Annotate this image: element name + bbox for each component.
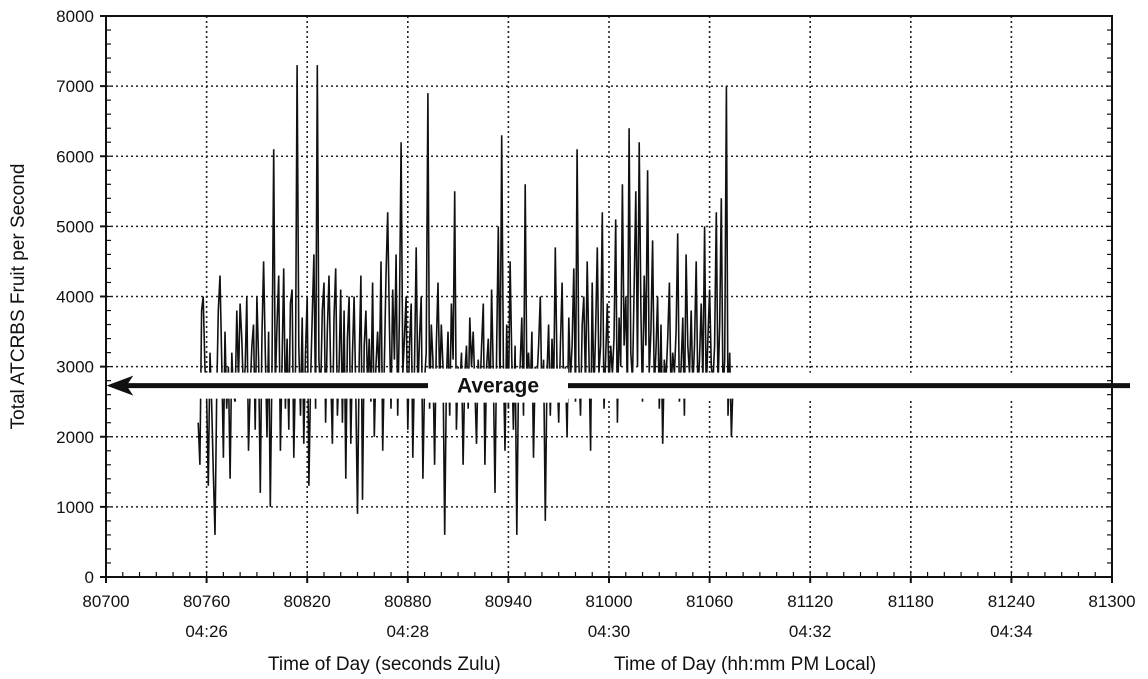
x-tick-label: 81240 (988, 592, 1035, 611)
y-tick-label: 6000 (56, 147, 94, 166)
axis-ticks: 0 1000 2000 3000 4000 5000 6000 7000 8000 80700 80… (56, 7, 1135, 641)
y-tick-label: 8000 (56, 7, 94, 26)
average-arrow-head (106, 375, 134, 396)
local-time-label: 04:32 (789, 622, 832, 641)
x-axis-label-local: Time of Day (hh:mm PM Local) (614, 654, 876, 675)
y-tick-label: 3000 (56, 358, 94, 377)
x-tick-label: 80940 (485, 592, 532, 611)
x-axis-label-zulu: Time of Day (seconds Zulu) (268, 654, 501, 675)
y-tick-label: 5000 (56, 217, 94, 236)
local-time-label: 04:30 (588, 622, 631, 641)
x-tick-label: 80880 (384, 592, 431, 611)
local-time-label: 04:26 (185, 622, 228, 641)
y-tick-label: 1000 (56, 498, 94, 517)
x-tick-label: 81300 (1088, 592, 1135, 611)
average-label-bg (428, 368, 568, 403)
local-time-label: 04:34 (990, 622, 1033, 641)
x-tick-label: 81000 (585, 592, 632, 611)
x-tick-label: 81060 (686, 592, 733, 611)
y-tick-label: 2000 (56, 428, 94, 447)
x-tick-label: 80760 (183, 592, 230, 611)
x-tick-label: 80820 (284, 592, 331, 611)
average-line: Average (106, 368, 1130, 403)
x-tick-label: 81180 (888, 592, 934, 611)
x-tick-label: 80700 (82, 592, 129, 611)
local-time-label: 04:28 (387, 622, 430, 641)
y-tick-label: 0 (85, 568, 94, 587)
y-tick-label: 4000 (56, 288, 94, 307)
y-tick-label: 7000 (56, 77, 94, 96)
series-line (197, 65, 734, 535)
series-trace (197, 65, 734, 535)
x-tick-label: 81120 (787, 592, 833, 611)
average-label: Average (457, 375, 539, 398)
y-axis-label: Total ATCRBS Fruit per Second (8, 164, 29, 430)
